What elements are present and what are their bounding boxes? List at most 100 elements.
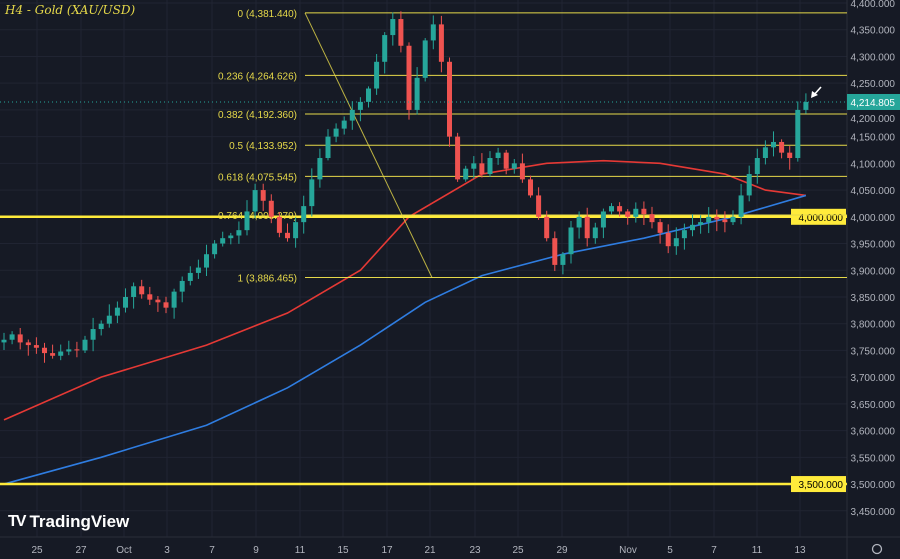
blue-moving-average-line xyxy=(3,194,807,485)
candle-body xyxy=(58,351,64,356)
candle-body xyxy=(1,339,7,343)
candle-body xyxy=(147,294,153,300)
candle-body xyxy=(293,222,299,239)
x-tick-label: 11 xyxy=(752,545,763,556)
y-tick-label: 4,200.000 xyxy=(851,114,896,125)
candle-body xyxy=(600,211,606,228)
candle-body xyxy=(714,216,720,220)
candle-body xyxy=(309,179,315,207)
candle-body xyxy=(681,230,687,239)
candle-body xyxy=(795,109,801,159)
candle-body xyxy=(592,227,598,239)
y-tick-label: 4,350.000 xyxy=(851,26,896,37)
candle-body xyxy=(236,230,242,236)
fib-level-label: 0 (4,381.440) xyxy=(238,9,298,20)
last-price-tag xyxy=(847,93,900,110)
candle-body xyxy=(106,315,112,324)
candle-body xyxy=(212,243,218,255)
fib-level-label: 0.618 (4,075.545) xyxy=(218,172,297,183)
candle-body xyxy=(519,163,525,180)
candle-body xyxy=(252,190,258,212)
tradingview-logo: TV TradingView xyxy=(8,512,129,532)
candle-body xyxy=(406,45,412,110)
y-tick-label: 3,850.000 xyxy=(851,293,896,304)
candle-body xyxy=(422,40,428,78)
candle-body xyxy=(722,219,728,223)
y-tick-label: 4,250.000 xyxy=(851,79,896,90)
candle-body xyxy=(762,147,768,159)
candle-body xyxy=(398,19,404,46)
fib-level-label: 0.764 (4,003.279) xyxy=(218,211,297,222)
x-tick-label: 7 xyxy=(209,545,215,556)
candle-body xyxy=(357,101,363,110)
candle-body xyxy=(738,195,744,217)
x-tick-label: Nov xyxy=(619,545,637,556)
level-price-tag xyxy=(791,208,846,225)
candle-body xyxy=(746,174,752,196)
candle-body xyxy=(50,353,56,356)
x-tick-label: Oct xyxy=(116,545,132,556)
candle-body xyxy=(285,232,290,239)
last-price-label: 4,214.805 xyxy=(851,98,896,109)
candle-body xyxy=(576,216,582,228)
candle-body xyxy=(568,227,574,255)
candle-body xyxy=(374,61,380,89)
x-tick-label: 9 xyxy=(253,545,259,556)
candle-body xyxy=(641,208,647,215)
y-tick-label: 3,950.000 xyxy=(851,240,896,251)
candle-body xyxy=(730,216,736,223)
candle-body xyxy=(479,163,485,175)
fib-level-label: 0.5 (4,133.952) xyxy=(229,141,297,152)
candle-body xyxy=(90,329,96,340)
x-tick-label: 7 xyxy=(711,545,717,556)
candle-body xyxy=(66,349,72,352)
candle-body xyxy=(584,216,590,239)
y-tick-label: 3,650.000 xyxy=(851,400,896,411)
candle-body xyxy=(33,345,39,348)
y-tick-label: 3,900.000 xyxy=(851,266,896,277)
y-tick-label: 4,300.000 xyxy=(851,52,896,63)
settings-icon[interactable] xyxy=(871,543,883,555)
candle-body xyxy=(163,302,169,308)
candle-body xyxy=(260,190,266,201)
candle-body xyxy=(42,347,47,354)
x-tick-label: 11 xyxy=(295,545,306,556)
candle-body xyxy=(528,179,533,196)
candle-body xyxy=(187,272,193,281)
candle-body xyxy=(625,211,631,217)
x-tick-label: 27 xyxy=(75,545,87,556)
y-tick-label: 3,550.000 xyxy=(851,453,896,464)
candle-body xyxy=(301,206,307,223)
tradingview-logo-icon: TV xyxy=(8,513,27,530)
candle-body xyxy=(633,208,639,217)
candle-body xyxy=(179,280,185,292)
candle-body xyxy=(98,323,104,330)
x-tick-label: 23 xyxy=(469,545,481,556)
candle-body xyxy=(495,152,501,159)
candle-body xyxy=(649,214,655,223)
candle-body xyxy=(455,136,461,180)
candle-body xyxy=(447,61,452,137)
candle-body xyxy=(787,152,793,159)
candle-body xyxy=(803,101,809,110)
fib-level-label: 0.236 (4,264.626) xyxy=(218,71,297,82)
candle-body xyxy=(268,200,274,217)
candle-body xyxy=(544,216,550,239)
candle-body xyxy=(325,136,331,159)
level-price-label: 3,500.000 xyxy=(799,480,844,491)
candle-body xyxy=(390,19,396,36)
x-tick-label: 5 xyxy=(667,545,673,556)
y-tick-label: 3,450.000 xyxy=(851,507,896,518)
candle-body xyxy=(511,163,517,169)
fib-level-label: 1 (3,886.465) xyxy=(238,273,298,284)
candle-body xyxy=(17,334,23,343)
candle-body xyxy=(690,224,695,231)
candle-body xyxy=(771,141,776,148)
candle-body xyxy=(349,109,355,121)
candle-body xyxy=(123,296,128,308)
candle-body xyxy=(673,238,679,247)
candle-body xyxy=(779,141,785,153)
candle-body xyxy=(552,238,558,265)
